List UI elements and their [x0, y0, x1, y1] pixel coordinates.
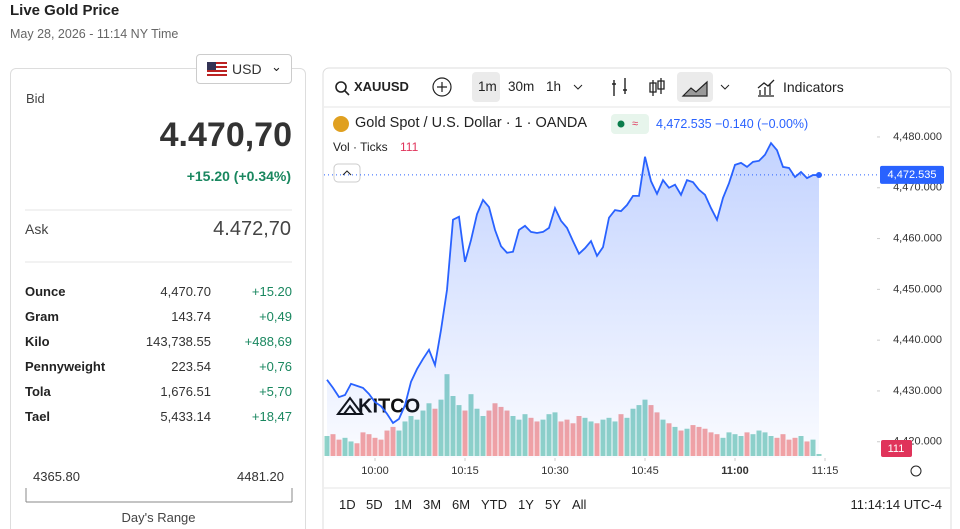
range-button[interactable]: 5D [366, 497, 383, 512]
last-price-label: 4,472.535 [888, 169, 937, 181]
page-subtitle: May 28, 2026 - 11:14 NY Time [10, 27, 179, 41]
range-button[interactable]: 1M [394, 497, 413, 512]
range-ends [25, 488, 293, 502]
unit-change: +0,49 [259, 309, 292, 324]
x-tick-label: 10:00 [361, 465, 389, 477]
unit-name: Ounce [25, 284, 66, 299]
bid-value: 4.470,70 [159, 116, 292, 154]
unit-name: Kilo [25, 334, 50, 349]
unit-change: +488,69 [244, 334, 292, 349]
y-tick-label: 4,440.000 [893, 334, 942, 346]
delay-icon: ≈ [632, 118, 638, 130]
volume-title: Vol · Ticks [333, 140, 388, 154]
y-tick-label: 4,430.000 [893, 385, 942, 397]
ask-label: Ask [25, 221, 49, 237]
compare-button[interactable] [432, 77, 452, 97]
range-button[interactable]: YTD [481, 497, 507, 512]
settings-button[interactable] [910, 465, 922, 477]
y-tick-label: 4,470.000 [893, 182, 942, 194]
x-tick-label: 10:15 [451, 465, 479, 477]
range-label: Day's Range [121, 510, 196, 525]
chart-title: Gold Spot / U.S. Dollar · 1 · OANDA [355, 115, 588, 131]
quote: 4,472.535 −0.140 (−0.00%) [656, 117, 809, 131]
area-icon[interactable] [681, 80, 708, 97]
collapse-icon [342, 170, 352, 176]
y-tick-label: 4,450.000 [893, 283, 942, 295]
unit-change: +15.20 [251, 284, 292, 299]
x-tick-label: 11:15 [812, 465, 839, 477]
unit-change: +5,70 [259, 384, 292, 399]
unit-price: 223.54 [171, 359, 211, 374]
unit-price: 5,433.14 [160, 409, 211, 424]
unit-change: +18,47 [251, 409, 292, 424]
flag [207, 62, 227, 76]
market-status [617, 120, 625, 128]
symbol-icon [333, 116, 349, 132]
volume-tag-label: 111 [888, 443, 905, 455]
y-tick-label: 4,480.000 [893, 131, 942, 143]
range-button[interactable]: 1D [339, 497, 356, 512]
ask-value: 4.472,70 [213, 218, 291, 240]
currency: USD [232, 61, 262, 77]
bars-icon[interactable] [612, 78, 627, 96]
interval-dropdown[interactable] [573, 84, 583, 90]
currency-caret: ⌄ [271, 59, 282, 74]
search-icon[interactable] [335, 81, 347, 93]
y-tick-label: 4,460.000 [893, 232, 942, 244]
page-title: Live Gold Price [10, 2, 120, 19]
volume-tag [881, 440, 912, 457]
unit-price: 4,470.70 [160, 284, 211, 299]
x-tick-label: 10:45 [631, 465, 659, 477]
status-badge [611, 114, 649, 134]
interval[interactable]: 1h [546, 79, 562, 94]
last-price-tag [880, 165, 944, 184]
interval-active [472, 72, 500, 102]
flag-canton [207, 62, 216, 70]
unit-name: Tael [25, 409, 51, 424]
indicators-icon[interactable] [757, 79, 775, 97]
clock: 11:14:14 UTC-4 [850, 497, 942, 512]
interval[interactable]: 1m [478, 79, 497, 94]
candles-icon[interactable] [649, 78, 665, 96]
unit-name: Pennyweight [25, 359, 106, 374]
bid-change: +15.20 (+0.34%) [186, 168, 291, 184]
price-line [326, 141, 819, 425]
unit-name: Tola [25, 384, 51, 399]
x-tick-label: 11:00 [721, 465, 749, 477]
range-low: 4365.80 [33, 469, 80, 484]
last-point [816, 172, 822, 179]
range-button[interactable]: All [572, 497, 587, 512]
compare-icon [437, 82, 447, 92]
search-icon-handle [344, 90, 350, 96]
unit-change: +0,76 [259, 359, 292, 374]
interval[interactable]: 30m [508, 79, 535, 94]
collapse-button[interactable] [333, 163, 361, 183]
range-button[interactable]: 5Y [545, 497, 561, 512]
unit-price: 143,738.55 [145, 334, 211, 349]
unit-price: 143.74 [171, 309, 211, 324]
unit-name: Gram [25, 309, 59, 324]
unit-price: 1,676.51 [160, 384, 211, 399]
price-card [10, 68, 306, 529]
x-tick-label: 10:30 [541, 465, 569, 477]
range-button[interactable]: 6M [452, 497, 471, 512]
range-high: 4481.20 [237, 469, 284, 484]
indicators[interactable]: Indicators [783, 79, 844, 95]
bid-label: Bid [26, 91, 45, 106]
price-area [327, 143, 819, 459]
volume-last: 111 [400, 140, 419, 154]
range-button[interactable]: 3M [423, 497, 442, 512]
currency-select[interactable]: USD ⌄ [196, 54, 292, 84]
chart-type-dropdown[interactable] [720, 84, 730, 90]
range-button[interactable]: 1Y [518, 497, 534, 512]
symbol[interactable]: XAUUSD [354, 79, 409, 94]
